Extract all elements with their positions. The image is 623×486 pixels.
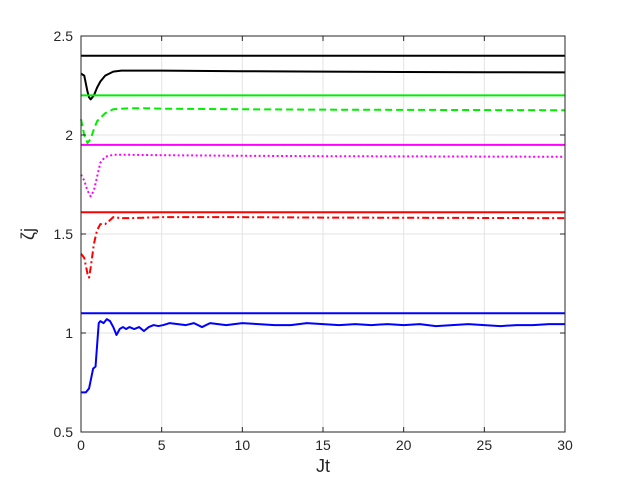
series-line-dynamics-9	[81, 318, 565, 394]
x-tick-label: 10	[235, 437, 251, 453]
y-tick-label: 2.5	[54, 28, 74, 44]
x-axis-title: Jt	[316, 456, 330, 476]
series-line-dynamics-7	[80, 216, 566, 279]
x-tick-label: 20	[396, 437, 412, 453]
x-tick-label: 25	[477, 437, 493, 453]
y-axis-title: ζj	[18, 228, 38, 240]
x-tick-label: 0	[77, 437, 85, 453]
series-line-dynamics-3	[80, 107, 566, 144]
y-tick-label: 0.5	[54, 424, 74, 440]
series-line-dynamics-5	[80, 153, 566, 198]
y-tick-label: 1.5	[54, 226, 74, 242]
y-tick-label: 1	[65, 325, 73, 341]
axis-ticks: 0 5 10 15 20 25 30 0.5 1 1.5 2 2.5	[54, 28, 573, 453]
series-line-dynamics-1	[80, 69, 566, 101]
series-lines	[80, 54, 566, 394]
x-tick-label: 15	[315, 437, 331, 453]
y-tick-label: 2	[65, 127, 73, 143]
x-tick-label: 30	[557, 437, 573, 453]
x-tick-label: 5	[158, 437, 166, 453]
